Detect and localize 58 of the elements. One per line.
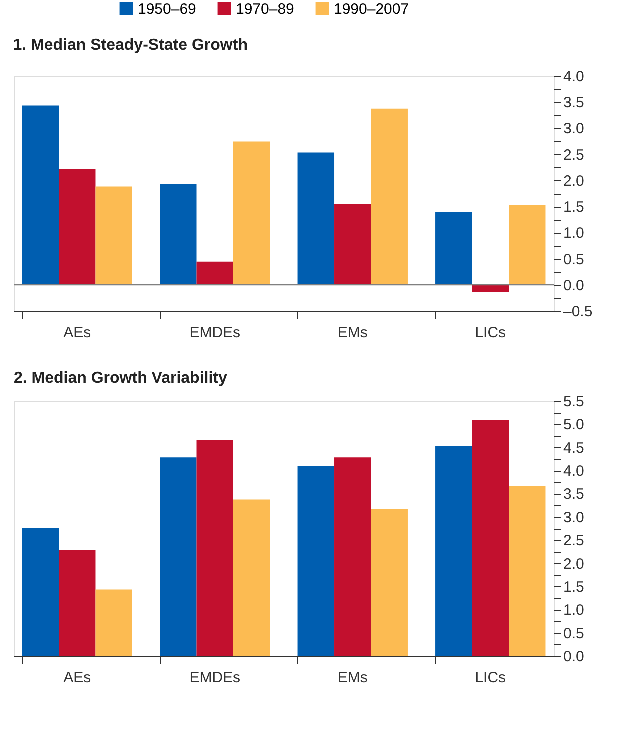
bar <box>233 142 270 285</box>
x-tick-label: EMDEs <box>190 670 241 686</box>
bar <box>96 186 132 285</box>
y-tick-label: 1.5 <box>564 199 584 216</box>
y-tick-label: 1.0 <box>564 225 584 242</box>
x-tick-label: LICs <box>475 670 506 686</box>
y-tick-label: 2.0 <box>564 556 584 573</box>
y-tick-label: 4.0 <box>564 463 584 480</box>
legend-label: 1970–89 <box>236 0 294 18</box>
x-tick-label: AEs <box>64 324 92 342</box>
bar <box>298 152 335 285</box>
y-tick-label: 3.0 <box>564 120 584 138</box>
y-tick-label: 2.0 <box>564 172 584 190</box>
bar <box>96 590 132 656</box>
y-tick-label: 0.0 <box>564 277 584 294</box>
bar <box>472 420 509 656</box>
chart-title: 2. Median Growth Variability <box>14 370 228 387</box>
bar <box>160 184 197 285</box>
x-tick-label: EMs <box>338 670 368 686</box>
bar <box>196 440 234 656</box>
bar <box>22 106 59 285</box>
bar <box>160 458 197 656</box>
y-tick-label: 4.0 <box>564 68 584 86</box>
y-tick-label: 0.0 <box>564 648 584 666</box>
bar <box>371 108 408 285</box>
y-tick-label: 2.5 <box>564 532 584 550</box>
bar <box>436 212 472 285</box>
bar <box>371 509 408 656</box>
y-tick-label: 1.0 <box>564 602 584 620</box>
bar <box>334 458 372 656</box>
y-tick-label: 5.0 <box>564 416 584 434</box>
y-tick-label: 3.5 <box>564 486 584 504</box>
bar <box>509 486 546 656</box>
bar <box>334 204 372 285</box>
chart-title: 1. Median Steady-State Growth <box>13 37 248 54</box>
x-tick-label: EMs <box>338 324 368 342</box>
y-tick-label: 0.5 <box>564 251 584 268</box>
bar <box>59 168 96 285</box>
y-tick-label: 5.5 <box>564 394 584 410</box>
y-tick-label: 3.0 <box>564 509 584 526</box>
y-tick-label: 4.5 <box>564 440 584 457</box>
y-tick-label: 0.5 <box>564 625 584 642</box>
y-tick-label: 1.5 <box>564 578 584 596</box>
bar <box>196 262 234 285</box>
y-tick-label: 2.5 <box>564 146 584 164</box>
legend-label: 1990–2007 <box>334 0 410 18</box>
y-tick-label: –0.5 <box>564 304 593 320</box>
bar <box>22 528 59 656</box>
bar <box>298 466 335 656</box>
legend-label: 1950–69 <box>138 0 196 18</box>
bar <box>233 500 270 656</box>
x-tick-label: LICs <box>475 324 506 342</box>
x-tick-label: EMDEs <box>190 324 241 342</box>
bar <box>436 446 472 656</box>
bar <box>509 206 546 285</box>
bar <box>59 550 96 656</box>
y-tick-label: 3.5 <box>564 94 584 112</box>
x-tick-label: AEs <box>64 670 92 686</box>
